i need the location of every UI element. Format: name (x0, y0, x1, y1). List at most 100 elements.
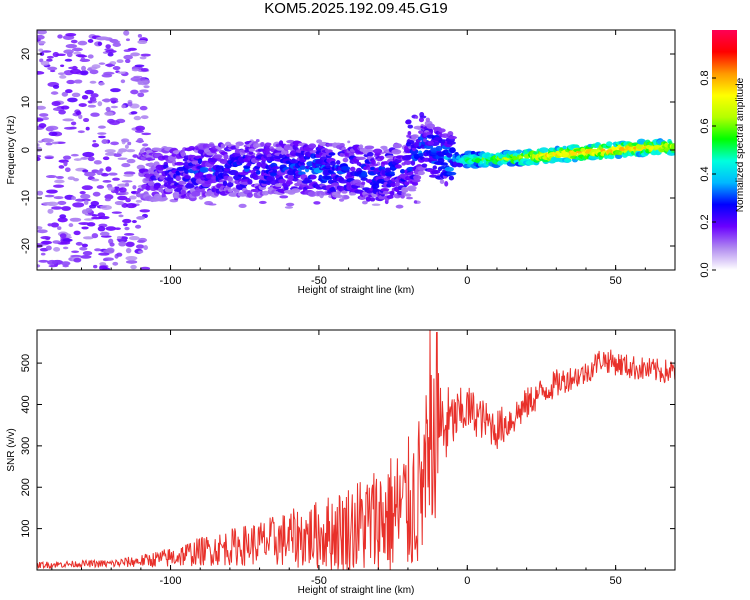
heatmap-cell (407, 185, 417, 191)
heatmap-cell (37, 118, 44, 122)
heatmap-cell (140, 266, 151, 270)
heatmap-cell (361, 170, 368, 177)
heatmap-cell (97, 132, 107, 135)
heatmap-cell (184, 175, 191, 180)
heatmap-cell (67, 176, 75, 181)
heatmap-cell (81, 65, 86, 71)
heatmap-cell (44, 156, 54, 160)
heatmap-cell (382, 146, 388, 151)
heatmap-cell (280, 149, 288, 156)
heatmap-cell (135, 125, 146, 131)
y-axis-label: Frequency (Hz) (6, 116, 17, 185)
heatmap-cell (563, 158, 572, 163)
heatmap-cell (123, 54, 134, 60)
y-tick-label: 200 (20, 478, 32, 496)
heatmap-cell (140, 53, 152, 57)
heatmap-cell (88, 100, 93, 104)
heatmap-cell (109, 242, 115, 247)
heatmap-cell (82, 169, 89, 173)
heatmap-cell (73, 79, 83, 84)
heatmap-cell (102, 156, 110, 161)
heatmap-cell (47, 223, 53, 227)
heatmap-cell (420, 125, 424, 129)
heatmap-cell (185, 183, 195, 189)
x-tick-label: -50 (311, 575, 327, 587)
heatmap-cell (117, 195, 128, 201)
heatmap-cell (53, 196, 64, 200)
heatmap-cell (142, 143, 149, 147)
heatmap-cell (220, 143, 226, 149)
heatmap-cell (59, 233, 67, 239)
heatmap-cell (404, 193, 412, 197)
heatmap-cell (67, 97, 78, 103)
x-tick-label: -100 (160, 275, 182, 287)
heatmap-cell (369, 197, 376, 202)
heatmap-cell (411, 182, 419, 186)
heatmap-cell (250, 155, 256, 159)
heatmap-cell (339, 152, 346, 157)
heatmap-cell (174, 161, 185, 166)
heatmap-cell (82, 151, 95, 158)
heatmap-cell (58, 109, 66, 115)
heatmap-cell (107, 52, 114, 57)
heatmap-cell (131, 191, 136, 194)
heatmap-cell (112, 66, 121, 71)
heatmap-cell (191, 160, 199, 165)
heatmap-cell (88, 204, 97, 209)
heatmap-cell (60, 241, 71, 245)
heatmap-cell (85, 207, 93, 213)
heatmap-cell (104, 149, 116, 153)
heatmap-cell (65, 33, 77, 37)
heatmap-cell (75, 54, 86, 57)
heatmap-cell (81, 94, 89, 100)
heatmap-cell (143, 85, 150, 89)
heatmap-cell (139, 209, 151, 213)
heatmap-cell (208, 143, 215, 148)
heatmap-cell (102, 258, 109, 262)
heatmap-cell (45, 142, 53, 146)
heatmap-cell (247, 178, 253, 185)
heatmap-cell (69, 68, 82, 75)
heatmap-cell (338, 179, 349, 184)
heatmap-cell (64, 167, 71, 173)
heatmap-cell (380, 187, 390, 192)
heatmap-cell (417, 170, 425, 176)
heatmap-cell (219, 158, 229, 165)
heatmap-cell (121, 180, 133, 183)
heatmap-cell (131, 68, 140, 72)
heatmap-cell (137, 92, 145, 98)
heatmap-cell (425, 117, 431, 123)
heatmap-cell (178, 180, 187, 185)
heatmap-cell (248, 151, 254, 155)
heatmap-cell (90, 93, 99, 98)
y-tick-label: 10 (20, 96, 32, 108)
heatmap-cell (363, 166, 368, 171)
heatmap-cell (447, 130, 454, 137)
heatmap-cell (37, 105, 46, 110)
heatmap-cell (91, 233, 99, 239)
colorbar-tick-label: 0.0 (699, 262, 711, 277)
heatmap-cell (139, 56, 147, 60)
heatmap-cell (73, 230, 81, 236)
heatmap-cell (62, 246, 69, 250)
heatmap-cell (58, 165, 65, 169)
heatmap-cell (97, 125, 106, 129)
heatmap-cell (87, 104, 97, 108)
heatmap-cell (108, 172, 118, 176)
heatmap-cell (101, 139, 109, 144)
heatmap-cell (343, 195, 350, 200)
heatmap-cell (77, 130, 85, 134)
heatmap-cell (61, 91, 69, 97)
heatmap-cell (53, 247, 61, 252)
heatmap-cell (405, 141, 411, 147)
heatmap-cell (61, 206, 71, 211)
heatmap-cell (337, 185, 345, 192)
heatmap-cell (91, 178, 100, 182)
heatmap-cell (52, 240, 61, 244)
heatmap-cell (406, 196, 413, 200)
heatmap-cell (360, 177, 368, 181)
heatmap-cell (364, 149, 375, 153)
heatmap-cell (399, 169, 406, 174)
heatmap-cell (102, 179, 112, 183)
heatmap-cell (286, 139, 295, 144)
